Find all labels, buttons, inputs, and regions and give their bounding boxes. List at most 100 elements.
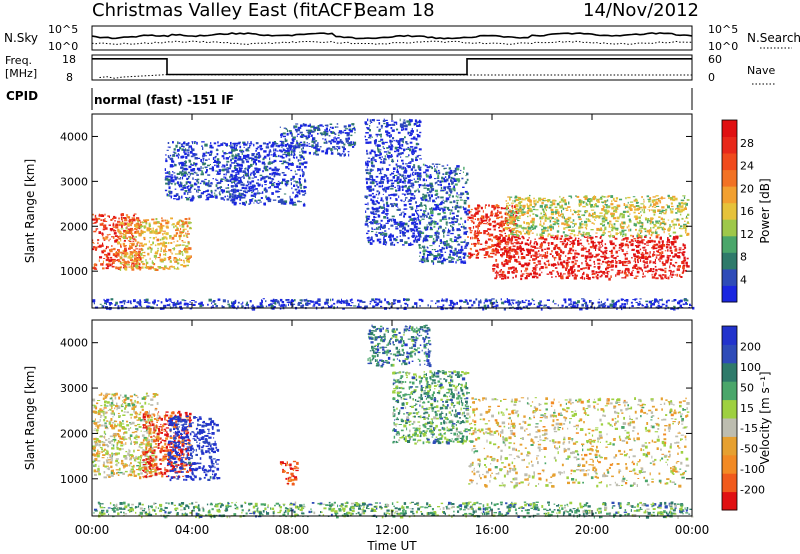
power-echo-cell [605,200,607,202]
power-echo-cell [473,237,477,240]
power-echo-cell [642,275,644,278]
power-echo-cell [440,186,443,190]
power-echo-cell [664,250,667,252]
power-echo-cell [458,249,460,252]
power-echo-cell [546,247,550,250]
power-echo-cell [534,225,538,228]
power-echo-cell [448,186,451,188]
power-echo-cell [624,237,627,239]
power-echo-cell [313,141,316,144]
power-echo-cell [282,149,286,152]
power-echo-cell [670,210,674,214]
power-echo-cell [135,228,137,230]
power-echo-cell [452,187,456,191]
power-echo-cell [450,209,453,212]
power-echo-cell [454,247,457,250]
power-echo-cell [502,228,505,232]
power-echo-cell [112,226,116,228]
power-echo-cell [237,158,241,161]
power-echo-cell [172,165,175,167]
power-echo-cell [117,241,120,244]
power-echo-cell [586,255,589,257]
power-echo-cell [164,219,167,222]
power-echo-cell [589,255,592,259]
power-echo-cell [640,253,643,255]
power-echo-cell [498,227,501,229]
power-echo-cell [620,233,622,236]
power-echo-cell [395,205,398,207]
power-echo-cell [367,141,370,144]
power-echo-cell [222,189,225,193]
power-echo-cell [138,256,141,258]
power-echo-cell [408,118,411,122]
power-echo-cell [364,203,367,205]
power-echo-cell [672,231,677,234]
power-echo-cell [339,139,342,142]
power-echo-cell [593,256,597,258]
power-echo-cell [144,266,148,269]
power-echo-cell [281,181,283,185]
power-echo-cell [436,236,438,238]
power-echo-cell [653,224,657,227]
power-echo-cell [397,223,401,226]
power-echo-cell [469,253,474,257]
power-echo-cell [454,236,457,239]
power-echo-cell [372,213,376,215]
power-echo-cell [608,277,611,281]
power-echo-cell [127,261,130,264]
power-echo-cell [111,265,115,268]
power-echo-cell [648,232,650,235]
power-echo-cell [441,189,445,191]
power-echo-cell [682,243,685,247]
power-echo-cell [373,210,375,214]
power-echo-cell [574,262,577,265]
power-echo-cell [426,188,430,191]
power-echo-cell [456,259,459,262]
power-echo-cell [512,210,514,213]
power-echo-cell [674,253,678,257]
power-echo-cell [232,149,236,152]
power-echo-cell [462,192,465,195]
power-echo-cell [606,263,611,266]
power-echo-cell [411,228,414,232]
power-echo-cell [510,212,514,214]
power-echo-cell [106,234,109,236]
power-echo-cell [254,167,257,170]
power-echo-cell [285,144,287,147]
power-echo-cell [152,237,156,240]
power-echo-cell [188,165,192,169]
power-echo-cell [108,259,113,262]
power-echo-cell [293,203,297,206]
power-echo-cell [290,150,293,153]
power-echo-cell [462,252,466,255]
power-echo-cell [251,198,254,200]
power-echo-cell [420,197,423,200]
power-echo-cell [227,179,229,181]
power-echo-cell [238,183,241,185]
noise-panel: N.Sky 10^5 10^0 10^5 10^0 N.Search [4,23,800,53]
power-echo-cell [298,142,301,146]
power-echo-cell [417,165,420,168]
power-echo-cell [516,233,518,235]
power-echo-cell [350,134,353,137]
power-echo-cell [467,204,471,208]
power-echo-cell [495,204,499,206]
power-echo-cell [273,148,275,151]
power-echo-cell [193,188,196,190]
power-echo-cell [389,139,392,143]
power-echo-cell [532,213,535,215]
power-echo-cell [391,140,393,143]
power-echo-cell [413,195,416,197]
power-echo-cell [668,269,672,272]
power-echo-cell [579,242,583,245]
power-echo-cell [407,224,410,228]
power-echo-cell [307,135,310,138]
power-echo-cell [173,198,176,200]
power-echo-cell [596,227,600,231]
power-echo-cell [649,197,652,200]
power-echo-cell [112,253,116,256]
power-echo-cell [639,232,642,234]
power-echo-cell [231,154,234,157]
power-echo-cell [139,226,142,229]
power-echo-cell [624,233,627,237]
